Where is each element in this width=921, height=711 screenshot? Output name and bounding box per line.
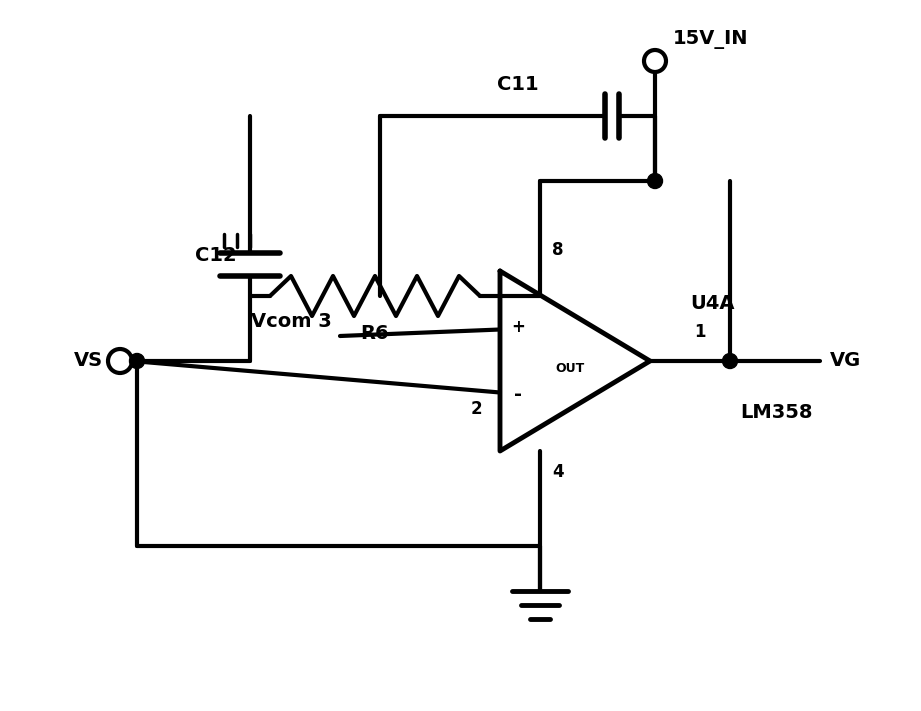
Text: 4: 4 xyxy=(552,463,564,481)
Text: +: + xyxy=(511,319,525,336)
Text: OUT: OUT xyxy=(555,361,585,375)
Text: 1: 1 xyxy=(694,323,705,341)
Circle shape xyxy=(722,353,738,368)
Text: 8: 8 xyxy=(552,241,564,259)
Text: VS: VS xyxy=(74,351,103,370)
Circle shape xyxy=(130,353,145,368)
Text: C12: C12 xyxy=(195,247,237,265)
Text: Vcom 3: Vcom 3 xyxy=(251,312,332,331)
Text: 15V_IN: 15V_IN xyxy=(673,30,749,49)
Text: LM358: LM358 xyxy=(740,403,812,422)
Text: R6: R6 xyxy=(361,324,390,343)
Text: C11: C11 xyxy=(496,75,538,94)
Text: -: - xyxy=(514,385,522,404)
Circle shape xyxy=(647,173,662,188)
Text: U4A: U4A xyxy=(690,294,734,313)
Text: 2: 2 xyxy=(471,400,482,419)
Text: VG: VG xyxy=(830,351,861,370)
